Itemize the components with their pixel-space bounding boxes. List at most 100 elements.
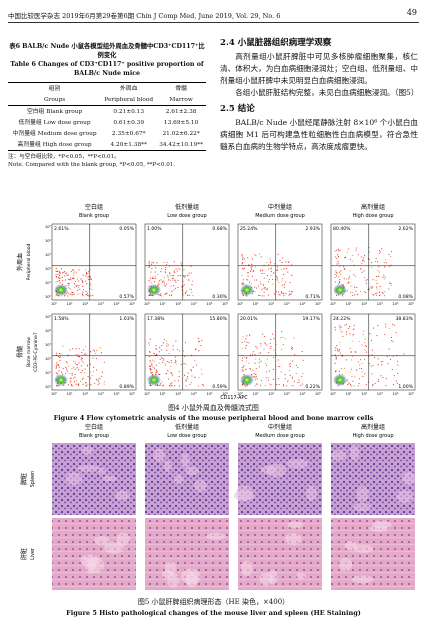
tissue-patch (102, 475, 117, 482)
x-tick-label: 10³ (284, 302, 291, 306)
event-dot (391, 340, 393, 342)
event-dot (265, 343, 267, 345)
event-dot (87, 273, 89, 275)
event-dot (166, 345, 168, 347)
event-dot (101, 375, 103, 377)
event-dot (55, 294, 57, 296)
event-dot (388, 288, 390, 290)
event-dot (158, 362, 160, 364)
event-dot (149, 338, 151, 340)
event-dot (403, 353, 405, 355)
column-header: 高剂量组 (361, 423, 385, 431)
column-header: 低剂量组 (175, 203, 199, 211)
event-dot (277, 365, 279, 367)
column-header: 中剂量组 (268, 203, 292, 211)
event-dot (280, 291, 283, 293)
event-dot (248, 362, 250, 364)
event-dot (183, 269, 185, 271)
event-dot (354, 375, 356, 377)
event-dot (276, 383, 278, 385)
event-dot (76, 353, 78, 355)
density-core (333, 284, 347, 296)
event-dot (155, 372, 157, 374)
event-dot (242, 258, 244, 261)
event-dot (343, 278, 345, 280)
event-dot (244, 267, 246, 269)
event-dot (85, 385, 87, 387)
event-dot (163, 261, 165, 263)
event-dot (344, 257, 346, 259)
event-dot (71, 384, 73, 386)
table-row: 低剂量组 Low dose group 0.61±0.39 13.69±5.10 (8, 117, 206, 128)
event-dot (81, 279, 83, 281)
event-dot (301, 350, 303, 353)
event-dot (179, 350, 181, 352)
event-dot (180, 262, 182, 264)
event-dot (241, 360, 243, 362)
table-row: 空白组 Blank group 0.21±0.13 2.61±2.38 (8, 106, 206, 118)
event-dot (258, 352, 260, 354)
event-dot (254, 291, 256, 293)
event-dot (76, 278, 78, 280)
event-dot (339, 273, 341, 275)
event-dot (192, 366, 194, 368)
event-dot (77, 369, 80, 371)
tissue-patch (356, 486, 369, 502)
event-dot (388, 253, 390, 255)
event-dot (244, 356, 246, 358)
event-dot (334, 274, 336, 276)
event-dot (185, 380, 187, 382)
event-dot (84, 368, 86, 370)
event-dot (358, 361, 360, 363)
event-dot (189, 294, 191, 296)
event-dot (84, 353, 86, 355)
event-dot (202, 383, 204, 386)
event-dot (188, 279, 190, 281)
event-dot (247, 279, 249, 281)
event-dot (348, 382, 350, 384)
event-dot (66, 370, 68, 372)
y-tick-label: 10⁵ (45, 315, 52, 319)
event-dot (95, 369, 98, 371)
header-cell: 骨髓 (175, 85, 187, 92)
event-dot (69, 288, 71, 290)
event-dot (59, 273, 61, 275)
flow-panel: 25.24% 2.93% 0.71% 10⁰ 10¹ 10² 10³ 10⁴ 10⁵ (237, 223, 323, 306)
event-dot (61, 276, 63, 278)
event-dot (381, 248, 383, 250)
event-dot (377, 275, 379, 277)
event-dot (349, 326, 351, 328)
event-dot (150, 371, 152, 373)
x-tick-label: 10⁰ (144, 302, 151, 306)
event-dot (270, 262, 272, 264)
event-dot (56, 372, 58, 375)
event-dot (71, 385, 73, 387)
tissue-patch (180, 452, 190, 468)
x-tick-label: 10⁰ (144, 392, 151, 396)
event-dot (364, 342, 366, 344)
event-dot (81, 293, 83, 295)
header-cell: Marrow (169, 96, 193, 103)
event-dot (337, 255, 340, 258)
event-dot (383, 274, 385, 276)
event-dot (148, 264, 150, 266)
event-dot (86, 273, 88, 275)
table-note-en: Note. Compared with the blank group, *P<… (8, 162, 176, 168)
event-dot (74, 368, 76, 370)
tissue-patch (94, 536, 110, 546)
event-dot (300, 384, 302, 386)
event-dot (66, 368, 68, 370)
event-dot (293, 380, 295, 382)
event-dot (78, 362, 80, 364)
event-dot (172, 349, 174, 351)
event-dot (397, 364, 399, 366)
event-dot (68, 283, 70, 285)
event-dot (255, 379, 257, 381)
event-dot (148, 266, 150, 269)
event-dot (61, 268, 63, 270)
event-dot (351, 340, 353, 342)
event-dot (255, 279, 257, 281)
table-cell: 低剂量组 Low dose group (18, 119, 91, 126)
event-dot (378, 250, 381, 252)
event-dot (74, 373, 76, 376)
